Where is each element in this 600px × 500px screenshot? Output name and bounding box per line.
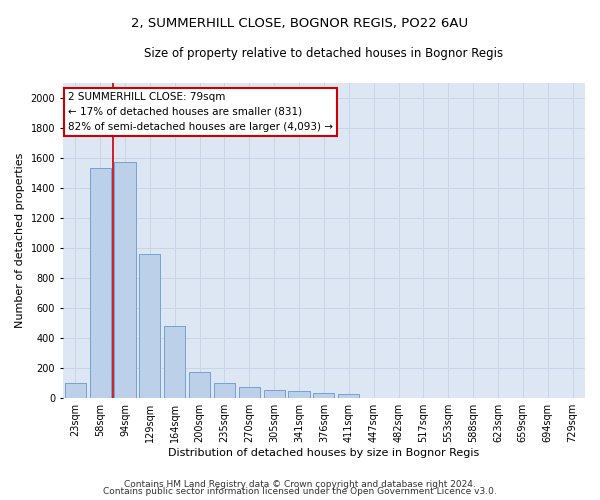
Text: Contains HM Land Registry data © Crown copyright and database right 2024.: Contains HM Land Registry data © Crown c… <box>124 480 476 489</box>
Text: Contains public sector information licensed under the Open Government Licence v3: Contains public sector information licen… <box>103 488 497 496</box>
Bar <box>263 390 285 398</box>
Bar <box>313 393 334 398</box>
X-axis label: Distribution of detached houses by size in Bognor Regis: Distribution of detached houses by size … <box>168 448 479 458</box>
Bar <box>338 394 359 398</box>
Bar <box>115 162 136 398</box>
Bar <box>65 382 86 398</box>
Bar <box>164 326 185 398</box>
Bar <box>139 254 160 398</box>
Bar <box>89 168 110 398</box>
Bar <box>189 372 210 398</box>
Text: 2, SUMMERHILL CLOSE, BOGNOR REGIS, PO22 6AU: 2, SUMMERHILL CLOSE, BOGNOR REGIS, PO22 … <box>131 18 469 30</box>
Bar <box>289 391 310 398</box>
Bar <box>214 382 235 398</box>
Bar <box>239 387 260 398</box>
Text: 2 SUMMERHILL CLOSE: 79sqm
← 17% of detached houses are smaller (831)
82% of semi: 2 SUMMERHILL CLOSE: 79sqm ← 17% of detac… <box>68 92 333 132</box>
Y-axis label: Number of detached properties: Number of detached properties <box>15 152 25 328</box>
Title: Size of property relative to detached houses in Bognor Regis: Size of property relative to detached ho… <box>145 48 503 60</box>
